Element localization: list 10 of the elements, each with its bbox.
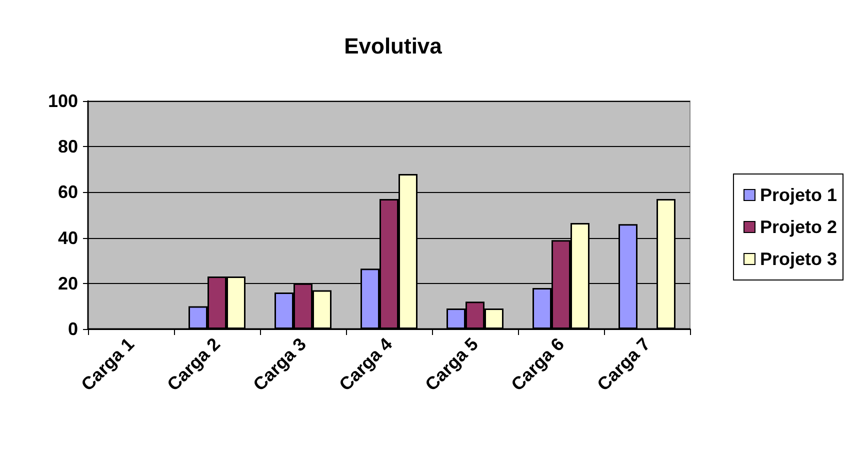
legend-label: Projeto 2	[760, 217, 838, 237]
chart-title: Evolutiva	[344, 34, 443, 58]
legend-label: Projeto 3	[760, 249, 838, 269]
y-tick-label: 60	[58, 182, 78, 202]
y-tick-label: 0	[68, 319, 78, 339]
y-tick-label: 80	[58, 136, 78, 157]
legend-label: Projeto 1	[760, 185, 838, 205]
y-tick-label: 20	[58, 273, 78, 294]
y-tick-label: 100	[48, 91, 78, 111]
y-tick-label: 40	[58, 228, 78, 248]
